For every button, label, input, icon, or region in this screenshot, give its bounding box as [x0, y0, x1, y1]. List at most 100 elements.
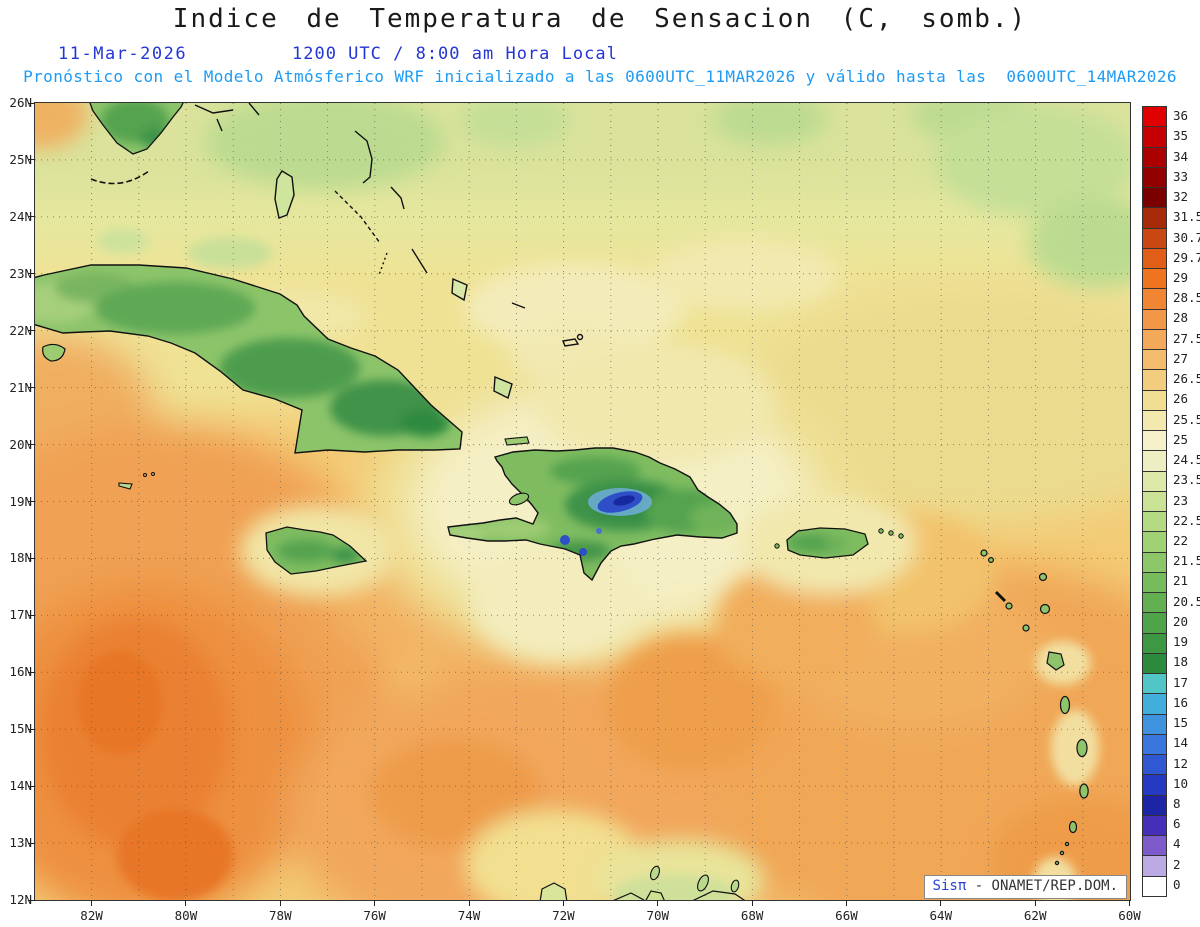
colorbar-swatch	[1143, 269, 1166, 290]
lat-tick-label: 16N	[9, 664, 32, 680]
cuba-island	[35, 264, 463, 454]
map-container: Sisπ - ONAMET/REP.DOM.	[34, 102, 1131, 901]
colorbar-swatch	[1143, 653, 1166, 674]
lon-tickmark	[185, 900, 187, 906]
colorbar-value-label: 22	[1173, 532, 1189, 548]
colorbar-value-label: 28.5	[1173, 290, 1200, 306]
lat-tick-label: 21N	[9, 379, 32, 395]
colorbar-swatch	[1143, 775, 1166, 796]
colorbar-value-label: 17	[1173, 674, 1189, 690]
lat-tick-label: 13N	[9, 835, 32, 851]
colorbar-value-label: 33	[1173, 168, 1189, 184]
lat-tickmark	[28, 557, 35, 559]
jamaica-island	[265, 526, 367, 575]
colorbar-value-label: 23.5	[1173, 472, 1200, 488]
lon-tickmark	[940, 900, 942, 906]
lat-tick-label: 25N	[9, 151, 32, 167]
lon-tickmark	[91, 900, 93, 906]
lat-tickmark	[28, 899, 35, 901]
colorbar-swatch	[1143, 167, 1166, 188]
hispaniola-island	[447, 436, 738, 581]
colorbar-swatch	[1143, 248, 1166, 269]
attribution-text: - ONAMET/REP.DOM.	[974, 878, 1118, 894]
forecast-date: 11-Mar-2026	[58, 44, 188, 64]
colorbar-swatch	[1143, 512, 1166, 533]
colorbar-swatch	[1143, 127, 1166, 148]
colorbar-swatch	[1143, 815, 1166, 836]
colorbar-swatch	[1143, 289, 1166, 310]
colorbar-swatch	[1143, 228, 1166, 249]
colorbar-swatch	[1143, 188, 1166, 209]
page-title: Indice de Temperatura de Sensacion (C, s…	[172, 4, 1028, 34]
colorbar-value-label: 10	[1173, 775, 1189, 791]
colorbar-value-label: 19	[1173, 634, 1189, 650]
lon-tickmark	[657, 900, 659, 906]
lat-tick-label: 24N	[9, 208, 32, 224]
attribution-brand: Sisπ	[932, 878, 967, 894]
colorbar-swatch	[1143, 714, 1166, 735]
colorbar-swatch	[1143, 309, 1166, 330]
weather-map-svg	[35, 103, 1130, 900]
cayman-islands	[118, 472, 155, 490]
lat-tickmark	[28, 159, 35, 161]
lon-tick-label: 82W	[80, 908, 103, 923]
lon-tick-label: 70W	[646, 908, 670, 923]
colorbar-swatch	[1143, 694, 1166, 715]
colorbar-swatch	[1143, 329, 1166, 350]
colorbar-swatch	[1143, 593, 1166, 614]
colorbar-swatch	[1143, 147, 1166, 168]
lat-tick-label: 22N	[9, 322, 32, 338]
colorbar-value-label: 6	[1173, 816, 1181, 832]
lat-tickmark	[28, 273, 35, 275]
colorbar-swatch	[1143, 107, 1166, 128]
colorbar-value-label: 35	[1173, 128, 1189, 144]
lat-tick-label: 14N	[9, 778, 32, 794]
lon-tick-label: 80W	[174, 908, 198, 923]
lon-tick-label: 62W	[1023, 908, 1047, 923]
colorbar-swatch	[1143, 633, 1166, 654]
lon-tickmark	[562, 900, 564, 906]
colorbar-swatch	[1143, 876, 1166, 896]
colorbar-swatch	[1143, 431, 1166, 452]
colorbar-value-label: 21	[1173, 573, 1189, 589]
colorbar-value-label: 20.5	[1173, 593, 1200, 609]
colorbar-value-label: 15	[1173, 715, 1189, 731]
bahamas-islands	[194, 103, 584, 400]
lon-tickmark	[279, 900, 281, 906]
colorbar-value-label: 4	[1173, 836, 1181, 852]
colorbar-value-label: 23	[1173, 492, 1189, 508]
colorbar-swatch	[1143, 755, 1166, 776]
colorbar-value-label: 27	[1173, 350, 1189, 366]
lat-tick-label: 20N	[9, 436, 32, 452]
lat-tickmark	[28, 842, 35, 844]
colorbar-value-label: 29	[1173, 269, 1189, 285]
lat-tickmark	[28, 728, 35, 730]
lon-tickmark	[751, 900, 753, 906]
colorbar-value-label: 0	[1173, 876, 1181, 892]
colorbar-value-label: 31.5	[1173, 209, 1200, 225]
colorbar-swatch	[1143, 350, 1166, 371]
colorbar-swatch	[1143, 836, 1166, 857]
lat-tick-label: 12N	[9, 892, 32, 908]
colorbar-value-label: 12	[1173, 755, 1189, 771]
model-run-subtitle: Pronóstico con el Modelo Atmósferico WRF…	[23, 67, 1177, 86]
colorbar-value-label: 32	[1173, 189, 1189, 205]
cold-peaks	[560, 488, 652, 556]
lat-tick-label: 19N	[9, 493, 32, 509]
colorbar-swatch	[1143, 552, 1166, 573]
colorbar-swatch	[1143, 451, 1166, 472]
grid-lines	[35, 103, 1130, 900]
colorbar-value-label: 28	[1173, 310, 1189, 326]
lat-tick-label: 23N	[9, 265, 32, 281]
lon-tick-label: 66W	[835, 908, 858, 923]
colorbar-swatch	[1143, 410, 1166, 431]
colorbar-value-label: 2	[1173, 856, 1181, 872]
lon-tick-label: 76W	[363, 908, 386, 923]
colorbar-value-label: 27.5	[1173, 330, 1200, 346]
colorbar-value-label: 26	[1173, 391, 1189, 407]
colorbar-swatch	[1143, 572, 1166, 593]
lat-tickmark	[28, 387, 35, 389]
lat-tick-label: 18N	[9, 550, 32, 566]
lon-tickmark	[468, 900, 470, 906]
colorbar-value-label: 14	[1173, 735, 1189, 751]
